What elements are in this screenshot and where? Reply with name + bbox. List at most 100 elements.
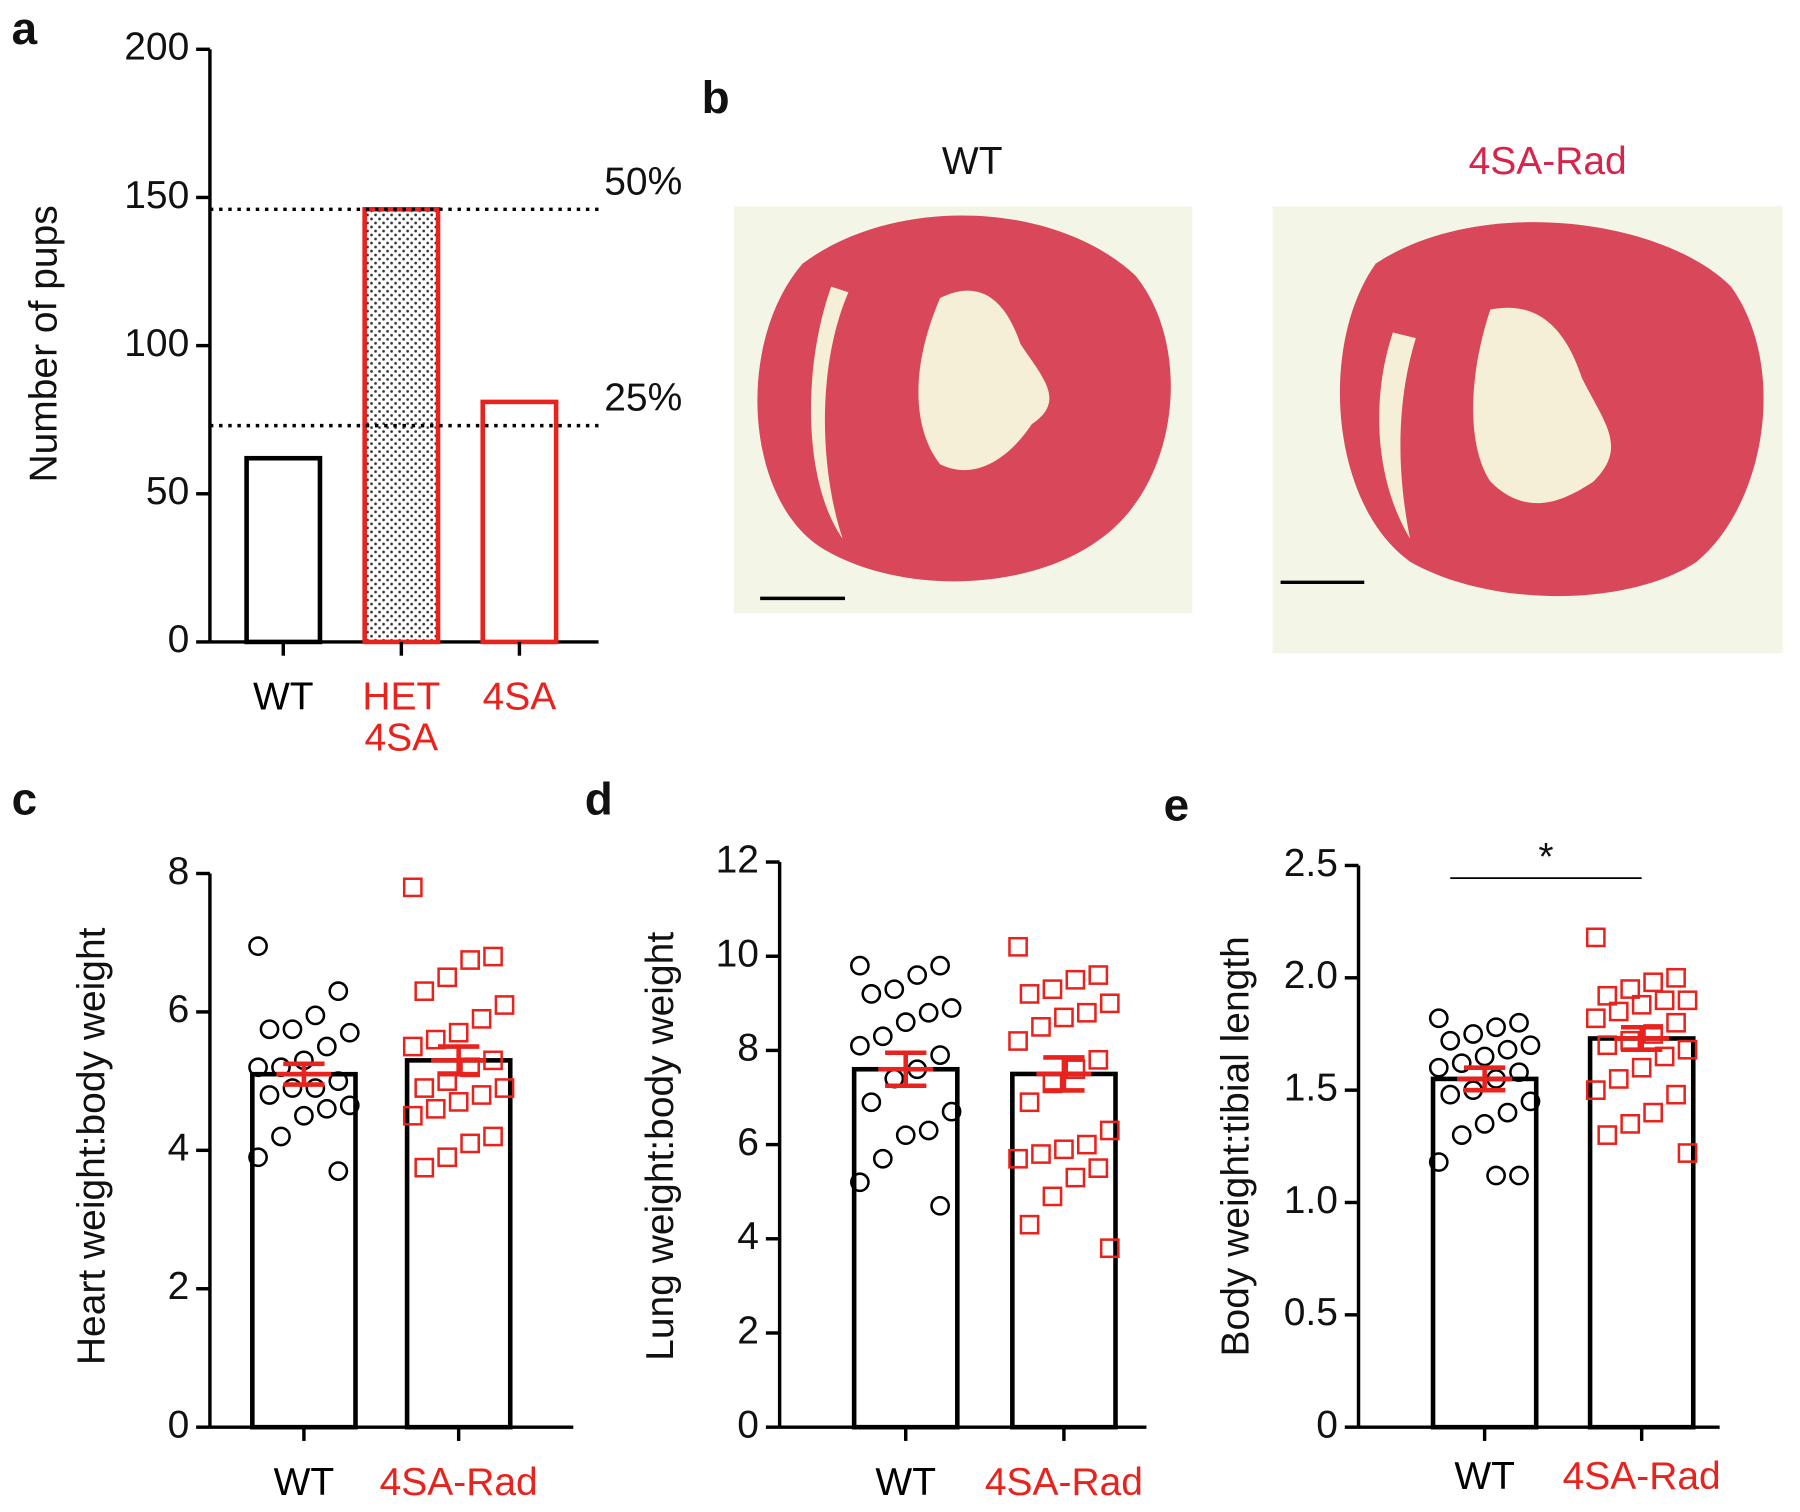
error-bar bbox=[1457, 1065, 1513, 1093]
bar bbox=[480, 399, 559, 645]
y-tick-label: 0 bbox=[168, 618, 190, 661]
data-point bbox=[1463, 1024, 1484, 1044]
data-point bbox=[402, 1036, 423, 1057]
data-point bbox=[861, 984, 882, 1004]
data-point bbox=[1428, 1008, 1449, 1029]
data-point bbox=[305, 1005, 326, 1026]
data-point bbox=[414, 981, 435, 1002]
data-point bbox=[1654, 1046, 1675, 1067]
panel-letter: e bbox=[1164, 778, 1189, 830]
y-tick-label: 2 bbox=[168, 1265, 190, 1308]
data-point bbox=[872, 1148, 893, 1169]
y-tick-label: 8 bbox=[168, 850, 190, 893]
data-point bbox=[941, 998, 962, 1018]
data-point bbox=[1520, 1091, 1541, 1112]
y-tick-label: 100 bbox=[124, 322, 189, 365]
data-point bbox=[1597, 1035, 1618, 1056]
data-point bbox=[471, 1085, 492, 1105]
data-point bbox=[1088, 965, 1109, 985]
data-point bbox=[339, 1095, 360, 1116]
data-point bbox=[850, 1172, 870, 1193]
data-point bbox=[460, 1133, 480, 1154]
data-point bbox=[1585, 927, 1606, 948]
data-point bbox=[1042, 1186, 1063, 1207]
data-point bbox=[941, 1101, 962, 1122]
data-point bbox=[1099, 993, 1120, 1014]
data-point bbox=[259, 1085, 280, 1105]
x-tick-label: WT bbox=[253, 676, 314, 719]
ventricle-cavity bbox=[918, 290, 1050, 471]
data-point bbox=[1065, 1167, 1086, 1188]
data-point bbox=[907, 965, 928, 985]
x-tick-label: 4SA-Rad bbox=[380, 1461, 538, 1504]
x-tick-label: 4SA-Rad bbox=[985, 1461, 1143, 1504]
data-point bbox=[316, 1098, 337, 1119]
data-point bbox=[872, 1026, 893, 1047]
data-point bbox=[1608, 1069, 1629, 1089]
x-tick-label: HET 4SA bbox=[362, 676, 440, 760]
data-point bbox=[1099, 1120, 1120, 1141]
bar bbox=[851, 1066, 960, 1430]
data-point bbox=[248, 1147, 268, 1168]
data-point bbox=[248, 936, 268, 957]
data-point bbox=[1509, 1062, 1529, 1083]
bar bbox=[250, 1071, 358, 1430]
data-point bbox=[494, 995, 515, 1015]
data-point bbox=[1088, 1049, 1109, 1070]
data-point bbox=[1585, 1080, 1606, 1101]
data-point bbox=[1088, 1158, 1109, 1179]
reference-label: 25% bbox=[604, 377, 682, 420]
data-point bbox=[1054, 1139, 1074, 1160]
y-tick-label: 1.0 bbox=[1284, 1179, 1338, 1222]
data-point bbox=[437, 1147, 458, 1168]
data-point bbox=[437, 967, 458, 988]
data-point bbox=[1008, 936, 1028, 957]
data-point bbox=[1451, 1125, 1472, 1145]
data-point bbox=[930, 1195, 950, 1216]
image-title: 4SA-Rad bbox=[1469, 140, 1627, 183]
data-point bbox=[1428, 1152, 1449, 1172]
data-point bbox=[402, 877, 423, 898]
data-point bbox=[1486, 1165, 1506, 1186]
data-point bbox=[850, 955, 870, 976]
panel-letter: d bbox=[585, 773, 613, 825]
data-point bbox=[1677, 1039, 1698, 1060]
data-point bbox=[1666, 967, 1686, 988]
y-tick-label: 1.5 bbox=[1284, 1066, 1338, 1109]
data-point bbox=[1620, 1113, 1641, 1134]
error-bar bbox=[1036, 1055, 1092, 1093]
data-point bbox=[460, 950, 480, 970]
data-point bbox=[282, 1019, 303, 1040]
y-tick-label: 2 bbox=[737, 1309, 759, 1352]
y-tick-label: 0 bbox=[1316, 1403, 1338, 1446]
data-point bbox=[448, 1092, 469, 1112]
panel-letter: a bbox=[12, 2, 38, 54]
data-point bbox=[1631, 994, 1652, 1015]
data-point bbox=[930, 1045, 950, 1065]
data-point bbox=[1509, 1165, 1529, 1186]
data-point bbox=[414, 1078, 435, 1098]
data-point bbox=[1643, 1102, 1663, 1123]
data-point bbox=[494, 1078, 515, 1098]
data-point bbox=[1008, 1031, 1028, 1051]
y-tick-label: 150 bbox=[124, 174, 189, 217]
data-point bbox=[471, 1008, 492, 1029]
data-point bbox=[850, 1035, 870, 1056]
data-point bbox=[402, 1105, 423, 1126]
y-tick-label: 0 bbox=[168, 1403, 190, 1446]
data-point bbox=[1019, 1214, 1040, 1235]
x-tick-label: WT bbox=[1454, 1455, 1515, 1498]
significance-label: * bbox=[1538, 836, 1553, 879]
data-point bbox=[1065, 969, 1086, 990]
y-tick-label: 0 bbox=[737, 1403, 759, 1446]
error-bar bbox=[878, 1050, 934, 1089]
y-axis-label: Heart weight:body weight bbox=[70, 927, 113, 1365]
data-point bbox=[1474, 1046, 1495, 1067]
x-tick-label: 4SA-Rad bbox=[1563, 1455, 1721, 1498]
data-point bbox=[1608, 1001, 1629, 1022]
data-point bbox=[1076, 1002, 1097, 1023]
error-bar bbox=[276, 1061, 332, 1087]
panel-letter: b bbox=[702, 71, 730, 123]
data-point bbox=[918, 1120, 939, 1141]
